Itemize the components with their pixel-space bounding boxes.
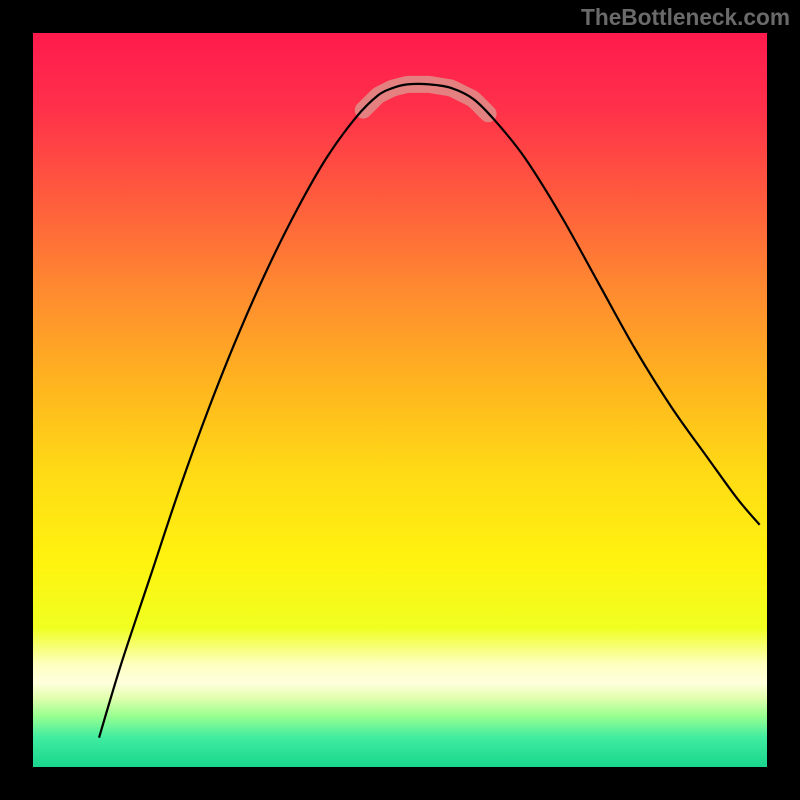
bottleneck-chart (0, 0, 800, 800)
gradient-background (33, 33, 767, 767)
attribution-label: TheBottleneck.com (581, 4, 790, 31)
chart-frame (0, 0, 800, 800)
